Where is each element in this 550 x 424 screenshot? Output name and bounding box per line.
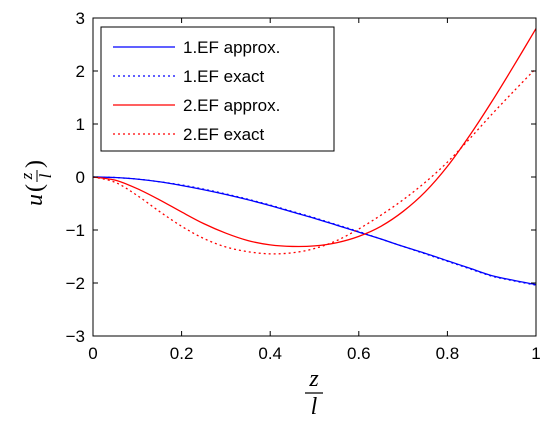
y-axis-label-close-paren: ) xyxy=(22,160,48,168)
x-tick-label: 0.2 xyxy=(170,344,194,363)
x-axis-label: z l xyxy=(305,366,323,420)
y-tick-label: 0 xyxy=(76,168,85,187)
y-tick-label: −1 xyxy=(66,221,85,240)
x-tick-label: 0.6 xyxy=(347,344,371,363)
y-tick-label: −2 xyxy=(66,274,85,293)
y-tick-label: 1 xyxy=(76,115,85,134)
legend-label: 1.EF exact xyxy=(183,67,265,86)
x-tick-label: 0.4 xyxy=(258,344,282,363)
x-axis-label-numerator: z xyxy=(308,366,319,392)
y-tick-label: 3 xyxy=(76,9,85,28)
x-axis-label-denominator: l xyxy=(311,394,318,420)
series-line-2 xyxy=(92,176,537,286)
y-axis-label-function: u xyxy=(22,194,48,206)
x-tick-label: 0 xyxy=(88,344,97,363)
tick-layer: 0 0.2 0.4 0.6 0.8 1 3 2 1 0 −1 −2 −3 xyxy=(66,9,541,363)
legend-label: 2.EF exact xyxy=(183,125,265,144)
y-axis-label-denominator: l xyxy=(36,173,55,178)
legend-label: 1.EF approx. xyxy=(183,38,280,57)
series-layer xyxy=(92,28,537,286)
x-tick-label: 0.8 xyxy=(436,344,460,363)
legend-box xyxy=(100,26,335,152)
y-tick-label: −3 xyxy=(66,327,85,346)
y-axis-label: u ( z l ) xyxy=(17,160,55,206)
y-axis-label-open-paren: ( xyxy=(22,184,48,192)
x-tick-label: 1 xyxy=(531,344,540,363)
y-tick-label: 2 xyxy=(76,62,85,81)
y-axis-label-numerator: z xyxy=(17,172,36,180)
legend: 1.EF approx. 1.EF exact 2.EF approx. 2.EF e… xyxy=(100,26,335,152)
legend-label: 2.EF approx. xyxy=(183,96,280,115)
series-line-3 xyxy=(92,28,537,248)
series-line-4 xyxy=(92,67,537,255)
